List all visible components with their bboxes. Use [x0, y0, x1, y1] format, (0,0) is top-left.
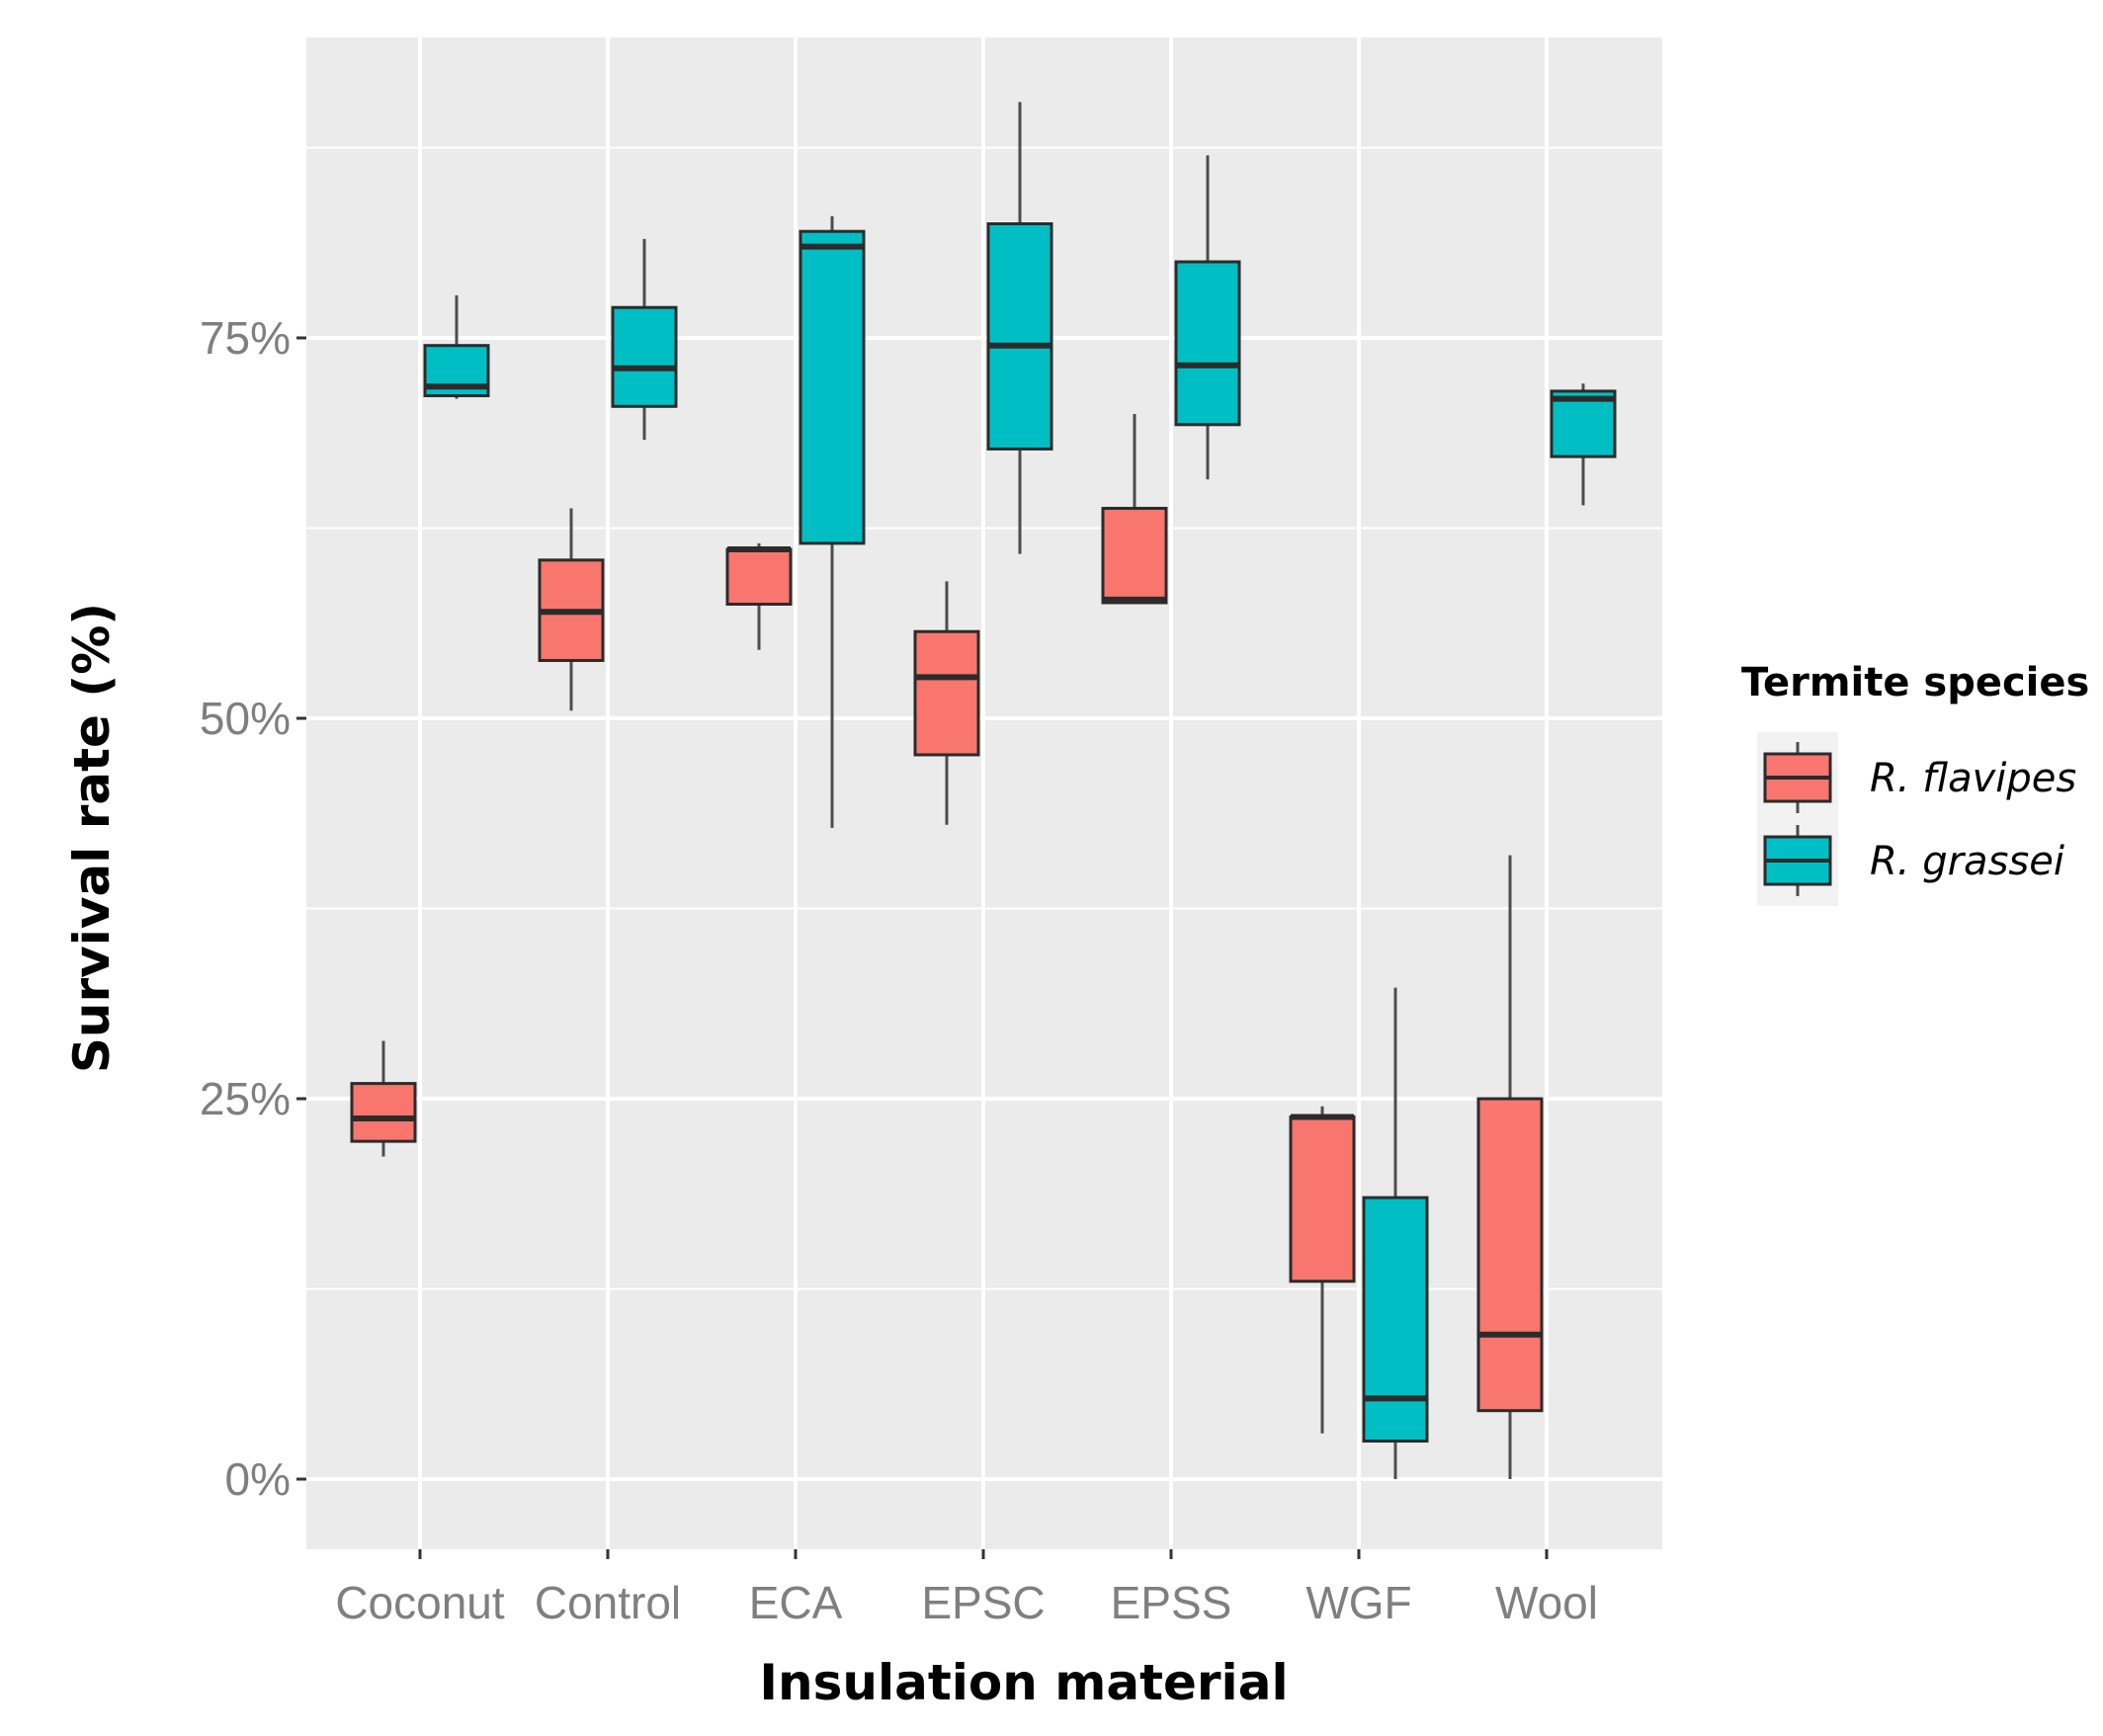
- box-body: [1362, 1196, 1429, 1443]
- legend-label: R. flavipes: [1870, 756, 2076, 801]
- x-tick-label: WGF: [1305, 1577, 1411, 1628]
- boxes: [350, 102, 1617, 1479]
- grid-lines: [306, 38, 1662, 1549]
- box-body: [725, 547, 793, 606]
- box-epss-grassei: [1174, 155, 1241, 480]
- x-tick-label: EPSS: [1111, 1577, 1232, 1628]
- y-tick-label: 0%: [225, 1453, 291, 1505]
- legend-label: R. grassei: [1870, 839, 2064, 884]
- axes: 0% 25% 50% 75% Coconut Control ECA EPSC EPSS WGF W…: [200, 312, 1598, 1628]
- box-body: [986, 222, 1053, 451]
- box-eca-grassei: [799, 215, 866, 828]
- legend-item-grassei: R. grassei: [1757, 815, 2064, 906]
- y-tick-label: 75%: [200, 312, 291, 364]
- x-axis-title: Insulation material: [759, 1654, 1288, 1711]
- y-tick-label: 25%: [200, 1073, 291, 1124]
- x-tick-label: ECA: [749, 1577, 843, 1628]
- box-wool-grassei: [1550, 383, 1617, 506]
- legend-item-flavipes: R. flavipes: [1757, 732, 2076, 823]
- box-control-grassei: [611, 238, 678, 441]
- box-body: [350, 1082, 417, 1143]
- x-tick-label: Control: [535, 1577, 681, 1628]
- legend-title: Termite species: [1741, 660, 2089, 705]
- box-body: [1476, 1097, 1544, 1413]
- box-control-flavipes: [538, 508, 605, 711]
- box-body: [799, 229, 866, 545]
- box-body: [913, 629, 980, 757]
- box-coconut-grassei: [423, 294, 490, 399]
- y-axis-title: Survival rate (%): [63, 603, 121, 1073]
- y-tick-label: 50%: [200, 693, 291, 744]
- box-body: [1550, 389, 1617, 458]
- box-body: [611, 305, 678, 408]
- box-epsc-flavipes: [913, 581, 980, 825]
- x-tick-label: EPSC: [921, 1577, 1045, 1628]
- legend-items: R. flavipes R. grassei: [1757, 732, 2076, 906]
- x-tick-label: Coconut: [335, 1577, 505, 1628]
- box-epsc-grassei: [986, 102, 1053, 554]
- box-wgf-flavipes: [1289, 1106, 1356, 1434]
- box-coconut-flavipes: [350, 1040, 417, 1157]
- x-tick-label: Wool: [1495, 1577, 1598, 1628]
- box-body: [1289, 1115, 1356, 1283]
- box-wool-flavipes: [1476, 855, 1544, 1479]
- box-eca-flavipes: [725, 542, 793, 650]
- box-wgf-grassei: [1362, 987, 1429, 1479]
- box-body: [1101, 506, 1168, 605]
- box-epss-flavipes: [1101, 414, 1168, 605]
- legend: Termite species R. flavipes R. grassei: [1741, 660, 2089, 906]
- box-body: [1174, 260, 1241, 427]
